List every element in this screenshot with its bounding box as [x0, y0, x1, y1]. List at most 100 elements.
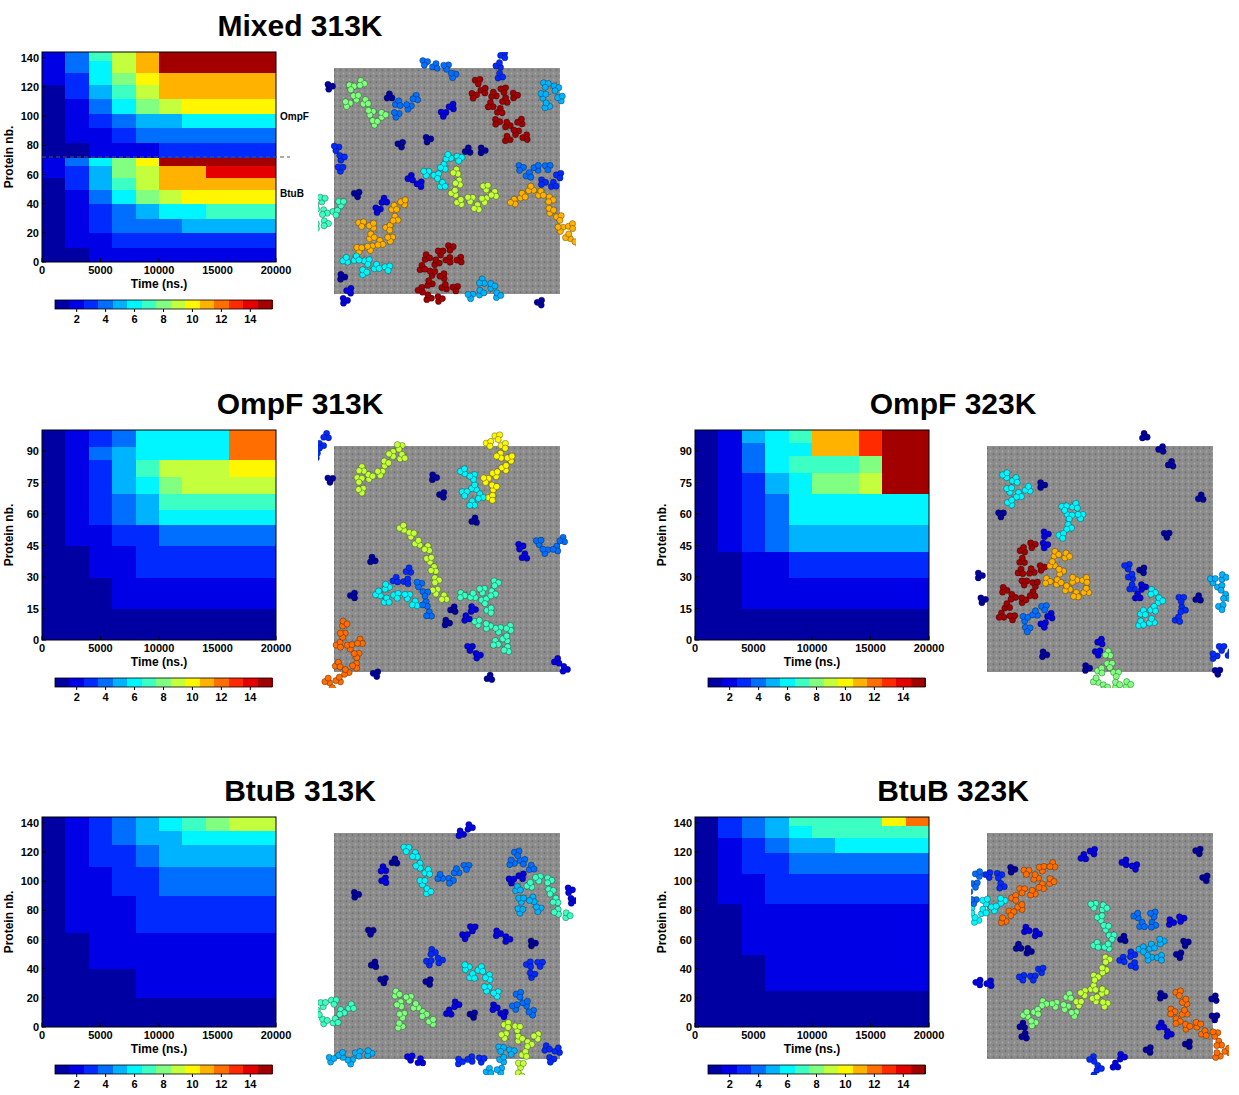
colorbar-step — [156, 300, 171, 309]
heatmap-cell — [112, 817, 136, 831]
heatmap-cell — [253, 830, 276, 845]
colorbar-tick — [76, 309, 77, 312]
protein-cluster — [367, 554, 378, 565]
heatmap-cell — [765, 609, 789, 641]
heatmap-cell — [159, 577, 183, 609]
protein-cluster — [493, 52, 508, 81]
heatmap-cell — [136, 932, 160, 969]
protein-cluster — [457, 578, 501, 616]
protein-monomer — [466, 616, 472, 622]
protein-monomer — [551, 909, 557, 915]
heatmap-cell — [89, 896, 113, 933]
heatmap-cell — [136, 459, 160, 476]
heatmap-cell — [159, 142, 183, 157]
heatmap-cell — [182, 817, 206, 831]
x-tick — [42, 1023, 43, 1027]
heatmap-cell — [42, 459, 66, 476]
heatmap-cell — [112, 204, 136, 219]
colorbar-step — [84, 678, 99, 687]
heatmap-cell — [206, 177, 230, 189]
heatmap-cell — [136, 830, 160, 845]
protein-monomer — [485, 182, 491, 188]
heatmap-cell — [765, 552, 789, 578]
heatmap-cell — [206, 99, 230, 114]
colorbar-frame — [55, 1065, 272, 1074]
y-tick — [42, 881, 46, 882]
colorbar-step — [142, 1065, 157, 1074]
panel-title: Mixed 313K — [217, 9, 382, 42]
protein-monomer — [469, 604, 475, 610]
heatmap-cell — [65, 493, 89, 510]
heatmap-cell — [89, 845, 113, 867]
protein-monomer — [404, 101, 410, 107]
heatmap-cell — [182, 609, 206, 641]
x-tick-label: 0 — [39, 264, 45, 276]
protein-monomer — [1220, 595, 1226, 601]
heatmap-cell — [229, 204, 253, 219]
protein-monomer — [465, 643, 471, 649]
protein-monomer — [1102, 652, 1108, 658]
colorbar-step — [780, 678, 795, 687]
heatmap-cell — [65, 128, 89, 143]
panel: BtuB 313K05000100001500020000Time (ns.)0… — [2, 774, 578, 1090]
protein-cluster — [512, 883, 544, 916]
colorbar-frame — [55, 678, 272, 687]
y-tick-label: 45 — [27, 540, 39, 552]
protein-monomer — [426, 278, 432, 284]
heatmap-cell — [206, 459, 230, 476]
protein-cluster — [551, 655, 570, 674]
protein-monomer — [570, 225, 576, 231]
heatmap-cell — [229, 72, 253, 84]
heatmap-cell — [136, 546, 160, 578]
protein-cluster — [322, 618, 366, 688]
colorbar-step — [243, 678, 258, 687]
protein-monomer — [477, 586, 483, 592]
y-tick — [42, 514, 46, 515]
protein-cluster — [351, 189, 362, 200]
heatmap-cell — [42, 845, 66, 867]
protein-monomer — [516, 546, 522, 552]
colorbar-step — [809, 678, 824, 687]
y-tick-label: 40 — [27, 198, 39, 210]
protein-monomer — [555, 224, 561, 230]
heatmap-cell — [112, 830, 136, 845]
heatmap-cell — [89, 430, 113, 447]
heatmap-cell — [42, 52, 66, 61]
protein-monomer — [1221, 643, 1227, 649]
protein-monomer — [508, 857, 514, 863]
heatmap-cell — [206, 204, 230, 219]
x-tick-label: 20000 — [914, 642, 945, 654]
protein-monomer — [495, 436, 501, 442]
heatmap-cell — [65, 932, 89, 969]
protein-monomer — [535, 162, 541, 168]
protein-monomer — [546, 199, 552, 205]
protein-cluster — [318, 997, 357, 1027]
heatmap-cell — [65, 510, 89, 525]
protein-monomer — [493, 121, 499, 127]
heatmap-cell — [253, 459, 276, 476]
protein-monomer — [340, 164, 346, 170]
heatmap-cell — [159, 493, 183, 510]
heatmap-cell — [182, 128, 206, 143]
protein-monomer — [500, 74, 506, 80]
colorbar-step — [751, 678, 766, 687]
heatmap-cell — [159, 476, 183, 493]
protein-cluster — [515, 541, 529, 561]
protein-monomer — [337, 644, 343, 650]
heatmap-cell — [136, 128, 160, 143]
heatmap-cell — [112, 128, 136, 143]
y-tick — [42, 87, 46, 88]
y-tick-label: 15 — [680, 603, 692, 615]
heatmap-cell — [42, 189, 66, 204]
protein-monomer — [376, 588, 382, 594]
x-axis-title: Time (ns.) — [131, 1042, 187, 1056]
protein-monomer — [1012, 613, 1018, 619]
heatmap-cell — [229, 52, 253, 61]
snapshot — [318, 52, 576, 308]
heatmap-cell — [182, 247, 206, 262]
protein-monomer — [354, 640, 360, 646]
protein-monomer — [413, 1001, 419, 1007]
protein-monomer — [520, 906, 526, 912]
heatmap-cell — [742, 577, 766, 609]
protein-monomer — [365, 243, 371, 249]
